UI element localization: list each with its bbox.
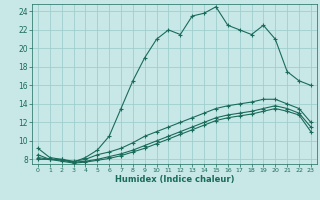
X-axis label: Humidex (Indice chaleur): Humidex (Indice chaleur): [115, 175, 234, 184]
